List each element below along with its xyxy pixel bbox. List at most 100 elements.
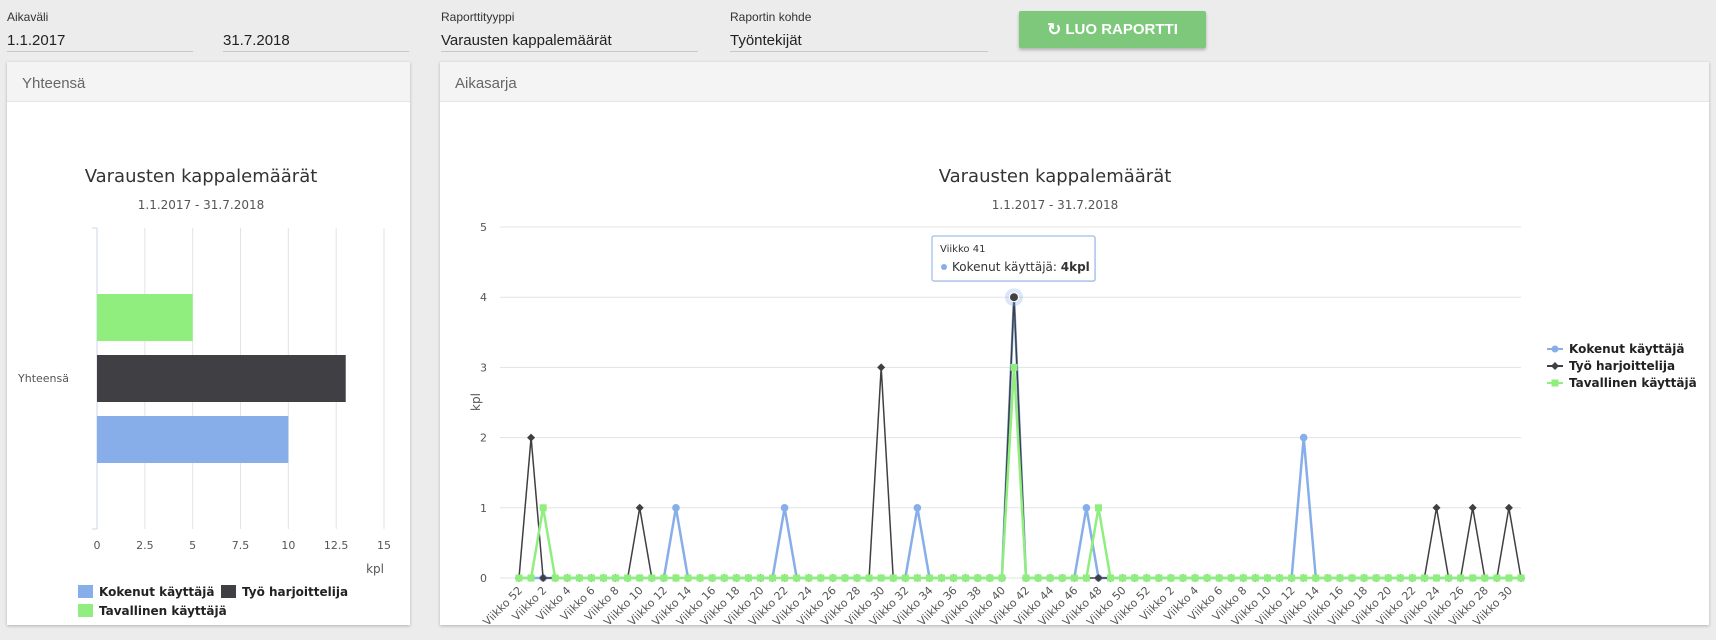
line-point [1384, 574, 1392, 582]
line-legend-marker [1551, 345, 1559, 353]
line-point [1493, 574, 1501, 582]
line-point [1094, 574, 1103, 582]
period-end-field[interactable]: 31.7.2018 [223, 10, 409, 52]
line-point [950, 574, 958, 582]
line-point [1336, 574, 1344, 582]
line-point [1517, 574, 1525, 582]
timeseries-line-chart: Varausten kappalemäärät 1.1.2017 - 31.7.2… [469, 166, 1697, 624]
line-point [1034, 574, 1042, 582]
report-target-select[interactable]: Työntekijät [730, 30, 988, 52]
line-point [1432, 503, 1441, 512]
line-point-hovered [1008, 292, 1019, 303]
period-start-field[interactable]: Aikaväli 1.1.2017 [7, 10, 193, 52]
line-point [1191, 574, 1199, 582]
line-point [986, 574, 994, 582]
line-point [1432, 574, 1440, 582]
line-point [1022, 574, 1030, 582]
bar-legend-swatch [221, 585, 236, 598]
line-point [901, 574, 909, 582]
line-point [684, 574, 692, 582]
bar-x-tick-label: 7.5 [232, 539, 250, 552]
bar-2 [97, 294, 193, 341]
line-point [998, 574, 1006, 582]
line-point [744, 574, 752, 582]
line-point [660, 574, 668, 582]
line-point [889, 574, 897, 582]
line-y-tick-label: 5 [480, 221, 487, 234]
create-report-button[interactable]: ↻ LUO RAPORTTI [1019, 11, 1206, 48]
line-y-tick-label: 4 [480, 291, 487, 304]
line-point [769, 574, 777, 582]
line-point [1408, 574, 1416, 582]
report-type-label: Raporttityyppi [441, 10, 515, 24]
line-chart-title: Varausten kappalemäärät [939, 166, 1172, 187]
line-point [1167, 574, 1175, 582]
line-point [708, 574, 716, 582]
line-point [1288, 574, 1296, 582]
line-point [1119, 574, 1127, 582]
line-point [1276, 574, 1284, 582]
line-point [1299, 433, 1308, 442]
line-legend-marker [1551, 379, 1559, 387]
line-point [829, 574, 837, 582]
line-point [732, 574, 740, 582]
line-point [1082, 574, 1090, 582]
line-point [1251, 574, 1259, 582]
line-point [648, 574, 656, 582]
line-tooltip-separator: : [1053, 260, 1061, 274]
line-point [805, 574, 813, 582]
line-point [1504, 503, 1513, 512]
line-point [1505, 574, 1513, 582]
report-target-field[interactable]: Raportin kohde Työntekijät [730, 10, 988, 52]
line-point [539, 574, 548, 582]
report-type-field[interactable]: Raporttityyppi Varausten kappalemäärät [441, 10, 698, 52]
line-chart-subtitle: 1.1.2017 - 31.7.2018 [992, 198, 1118, 212]
line-point [1300, 574, 1308, 582]
line-point [551, 574, 559, 582]
line-y-tick-label: 2 [480, 432, 487, 445]
bar-legend-swatch [78, 604, 93, 617]
line-point [575, 574, 583, 582]
bar-x-axis-title: kpl [366, 562, 384, 576]
line-point [1324, 574, 1332, 582]
line-point [1046, 574, 1054, 582]
line-point [612, 574, 620, 582]
bar-x-tick-label: 0 [94, 539, 101, 552]
line-point [1469, 574, 1477, 582]
line-tooltip-title: Viikko 41 [940, 244, 985, 255]
line-y-axis-title: kpl [469, 393, 483, 411]
line-point [635, 503, 644, 512]
line-point [1396, 574, 1404, 582]
line-point [600, 574, 608, 582]
line-point [563, 574, 571, 582]
line-point [974, 574, 982, 582]
line-point [539, 504, 547, 512]
line-point [672, 504, 680, 512]
line-point [756, 574, 764, 582]
line-point [624, 574, 632, 582]
line-point [841, 574, 849, 582]
totals-panel: Yhteensä Varausten kappalemäärät 1.1.2017… [7, 62, 410, 625]
line-y-tick-label: 0 [480, 572, 487, 585]
line-tooltip-dot [941, 264, 947, 270]
bar-legend-item: Kokenut käyttäjä [99, 585, 214, 599]
bar-x-tick-label: 10 [281, 539, 295, 552]
line-point [853, 574, 861, 582]
line-point [1227, 574, 1235, 582]
line-point [962, 574, 970, 582]
line-tooltip: Viikko 41 Kokenut käyttäjä: 4kpl [931, 235, 1096, 282]
line-point [913, 504, 922, 512]
line-point [587, 574, 595, 582]
line-point [877, 363, 886, 372]
end-date-input[interactable]: 31.7.2018 [223, 30, 409, 52]
start-date-input[interactable]: 1.1.2017 [7, 30, 193, 52]
line-point [720, 574, 728, 582]
timeseries-panel-title: Aikasarja [440, 62, 1709, 102]
line-point [527, 433, 536, 442]
report-type-select[interactable]: Varausten kappalemäärät [441, 30, 698, 52]
line-point [913, 574, 921, 582]
line-point [1203, 574, 1211, 582]
line-point [1420, 574, 1428, 582]
bar-legend-item: Työ harjoittelija [242, 585, 348, 599]
bar-x-tick-label: 12.5 [324, 539, 349, 552]
